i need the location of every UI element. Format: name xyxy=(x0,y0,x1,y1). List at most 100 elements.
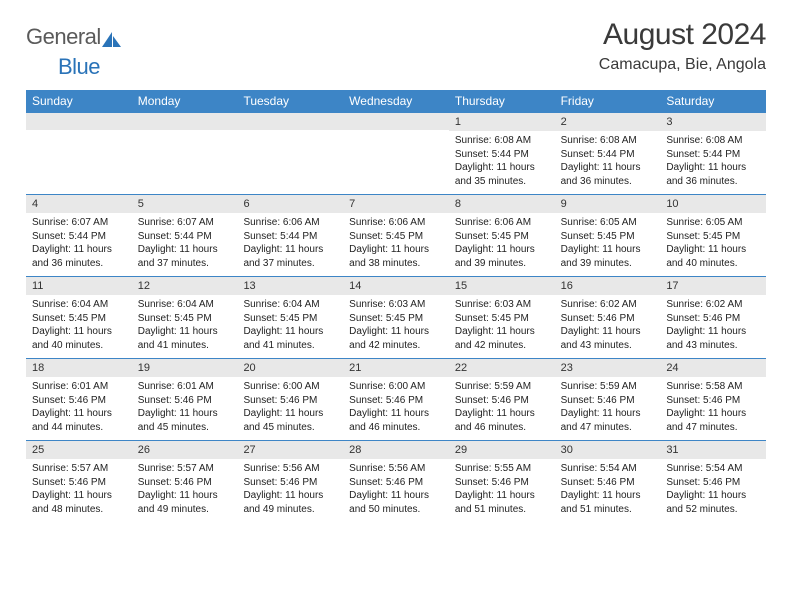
daylight-text: Daylight: 11 hours and 45 minutes. xyxy=(138,407,232,434)
week-row: 25Sunrise: 5:57 AMSunset: 5:46 PMDayligh… xyxy=(26,440,766,522)
day-cell: 22Sunrise: 5:59 AMSunset: 5:46 PMDayligh… xyxy=(449,358,555,440)
day-number: 26 xyxy=(132,441,238,459)
sunset-text: Sunset: 5:46 PM xyxy=(666,312,760,326)
day-content: Sunrise: 6:03 AMSunset: 5:45 PMDaylight:… xyxy=(449,295,555,352)
month-title: August 2024 xyxy=(599,18,766,52)
daylight-text: Daylight: 11 hours and 39 minutes. xyxy=(561,243,655,270)
weekday-tuesday: Tuesday xyxy=(237,90,343,112)
sunset-text: Sunset: 5:46 PM xyxy=(32,476,126,490)
day-cell: 27Sunrise: 5:56 AMSunset: 5:46 PMDayligh… xyxy=(237,440,343,522)
day-cell: 20Sunrise: 6:00 AMSunset: 5:46 PMDayligh… xyxy=(237,358,343,440)
sunset-text: Sunset: 5:45 PM xyxy=(455,230,549,244)
week-row: 4Sunrise: 6:07 AMSunset: 5:44 PMDaylight… xyxy=(26,194,766,276)
title-block: August 2024 Camacupa, Bie, Angola xyxy=(599,18,766,74)
sunset-text: Sunset: 5:45 PM xyxy=(666,230,760,244)
sunset-text: Sunset: 5:44 PM xyxy=(243,230,337,244)
location-label: Camacupa, Bie, Angola xyxy=(599,56,766,74)
day-number: 16 xyxy=(555,277,661,295)
weekday-friday: Friday xyxy=(555,90,661,112)
day-number: 13 xyxy=(237,277,343,295)
sunrise-text: Sunrise: 5:54 AM xyxy=(666,462,760,476)
day-content: Sunrise: 5:58 AMSunset: 5:46 PMDaylight:… xyxy=(660,377,766,434)
sunset-text: Sunset: 5:45 PM xyxy=(243,312,337,326)
sunrise-text: Sunrise: 6:07 AM xyxy=(138,216,232,230)
sunset-text: Sunset: 5:45 PM xyxy=(561,230,655,244)
weekday-monday: Monday xyxy=(132,90,238,112)
day-cell: 26Sunrise: 5:57 AMSunset: 5:46 PMDayligh… xyxy=(132,440,238,522)
day-number xyxy=(237,113,343,130)
sunset-text: Sunset: 5:44 PM xyxy=(455,148,549,162)
day-content: Sunrise: 5:56 AMSunset: 5:46 PMDaylight:… xyxy=(237,459,343,516)
day-cell: 24Sunrise: 5:58 AMSunset: 5:46 PMDayligh… xyxy=(660,358,766,440)
day-cell: 5Sunrise: 6:07 AMSunset: 5:44 PMDaylight… xyxy=(132,194,238,276)
day-content: Sunrise: 6:05 AMSunset: 5:45 PMDaylight:… xyxy=(555,213,661,270)
sunset-text: Sunset: 5:46 PM xyxy=(561,394,655,408)
daylight-text: Daylight: 11 hours and 49 minutes. xyxy=(243,489,337,516)
day-cell: 17Sunrise: 6:02 AMSunset: 5:46 PMDayligh… xyxy=(660,276,766,358)
daylight-text: Daylight: 11 hours and 46 minutes. xyxy=(349,407,443,434)
sunset-text: Sunset: 5:46 PM xyxy=(561,476,655,490)
day-number: 4 xyxy=(26,195,132,213)
sunrise-text: Sunrise: 5:57 AM xyxy=(138,462,232,476)
day-content: Sunrise: 6:00 AMSunset: 5:46 PMDaylight:… xyxy=(237,377,343,434)
sunset-text: Sunset: 5:46 PM xyxy=(349,476,443,490)
day-cell: 25Sunrise: 5:57 AMSunset: 5:46 PMDayligh… xyxy=(26,440,132,522)
day-cell: 31Sunrise: 5:54 AMSunset: 5:46 PMDayligh… xyxy=(660,440,766,522)
daylight-text: Daylight: 11 hours and 36 minutes. xyxy=(561,161,655,188)
day-cell: 28Sunrise: 5:56 AMSunset: 5:46 PMDayligh… xyxy=(343,440,449,522)
day-number xyxy=(26,113,132,130)
day-number: 2 xyxy=(555,113,661,131)
day-cell: 7Sunrise: 6:06 AMSunset: 5:45 PMDaylight… xyxy=(343,194,449,276)
sunset-text: Sunset: 5:44 PM xyxy=(561,148,655,162)
day-cell: 11Sunrise: 6:04 AMSunset: 5:45 PMDayligh… xyxy=(26,276,132,358)
day-content: Sunrise: 5:57 AMSunset: 5:46 PMDaylight:… xyxy=(132,459,238,516)
sunrise-text: Sunrise: 5:56 AM xyxy=(349,462,443,476)
daylight-text: Daylight: 11 hours and 37 minutes. xyxy=(138,243,232,270)
sunrise-text: Sunrise: 6:00 AM xyxy=(349,380,443,394)
day-number xyxy=(343,113,449,130)
logo-text: General Blue xyxy=(26,24,122,80)
daylight-text: Daylight: 11 hours and 36 minutes. xyxy=(32,243,126,270)
logo-text-general: General xyxy=(26,24,101,49)
sunrise-text: Sunrise: 6:02 AM xyxy=(561,298,655,312)
sunset-text: Sunset: 5:46 PM xyxy=(138,476,232,490)
day-cell xyxy=(26,112,132,194)
day-content: Sunrise: 6:02 AMSunset: 5:46 PMDaylight:… xyxy=(555,295,661,352)
day-cell: 29Sunrise: 5:55 AMSunset: 5:46 PMDayligh… xyxy=(449,440,555,522)
day-content: Sunrise: 6:00 AMSunset: 5:46 PMDaylight:… xyxy=(343,377,449,434)
daylight-text: Daylight: 11 hours and 44 minutes. xyxy=(32,407,126,434)
day-cell: 23Sunrise: 5:59 AMSunset: 5:46 PMDayligh… xyxy=(555,358,661,440)
sunrise-text: Sunrise: 6:03 AM xyxy=(455,298,549,312)
day-cell: 15Sunrise: 6:03 AMSunset: 5:45 PMDayligh… xyxy=(449,276,555,358)
weekday-wednesday: Wednesday xyxy=(343,90,449,112)
day-cell xyxy=(237,112,343,194)
week-row: 18Sunrise: 6:01 AMSunset: 5:46 PMDayligh… xyxy=(26,358,766,440)
logo-sail-icon xyxy=(102,28,122,54)
sunrise-text: Sunrise: 6:06 AM xyxy=(455,216,549,230)
day-number: 8 xyxy=(449,195,555,213)
day-content: Sunrise: 6:01 AMSunset: 5:46 PMDaylight:… xyxy=(132,377,238,434)
day-cell: 12Sunrise: 6:04 AMSunset: 5:45 PMDayligh… xyxy=(132,276,238,358)
sunset-text: Sunset: 5:46 PM xyxy=(666,476,760,490)
sunrise-text: Sunrise: 6:05 AM xyxy=(561,216,655,230)
logo-text-blue: Blue xyxy=(58,54,100,79)
day-cell: 18Sunrise: 6:01 AMSunset: 5:46 PMDayligh… xyxy=(26,358,132,440)
day-content: Sunrise: 6:05 AMSunset: 5:45 PMDaylight:… xyxy=(660,213,766,270)
day-cell: 4Sunrise: 6:07 AMSunset: 5:44 PMDaylight… xyxy=(26,194,132,276)
day-cell: 6Sunrise: 6:06 AMSunset: 5:44 PMDaylight… xyxy=(237,194,343,276)
week-row: 11Sunrise: 6:04 AMSunset: 5:45 PMDayligh… xyxy=(26,276,766,358)
sunrise-text: Sunrise: 5:58 AM xyxy=(666,380,760,394)
day-content: Sunrise: 6:07 AMSunset: 5:44 PMDaylight:… xyxy=(132,213,238,270)
daylight-text: Daylight: 11 hours and 36 minutes. xyxy=(666,161,760,188)
weekday-sunday: Sunday xyxy=(26,90,132,112)
sunrise-text: Sunrise: 6:07 AM xyxy=(32,216,126,230)
sunset-text: Sunset: 5:46 PM xyxy=(138,394,232,408)
sunrise-text: Sunrise: 5:55 AM xyxy=(455,462,549,476)
day-content: Sunrise: 6:07 AMSunset: 5:44 PMDaylight:… xyxy=(26,213,132,270)
sunrise-text: Sunrise: 6:05 AM xyxy=(666,216,760,230)
day-content: Sunrise: 5:59 AMSunset: 5:46 PMDaylight:… xyxy=(449,377,555,434)
sunset-text: Sunset: 5:46 PM xyxy=(561,312,655,326)
sunrise-text: Sunrise: 6:03 AM xyxy=(349,298,443,312)
day-cell: 14Sunrise: 6:03 AMSunset: 5:45 PMDayligh… xyxy=(343,276,449,358)
day-cell: 3Sunrise: 6:08 AMSunset: 5:44 PMDaylight… xyxy=(660,112,766,194)
